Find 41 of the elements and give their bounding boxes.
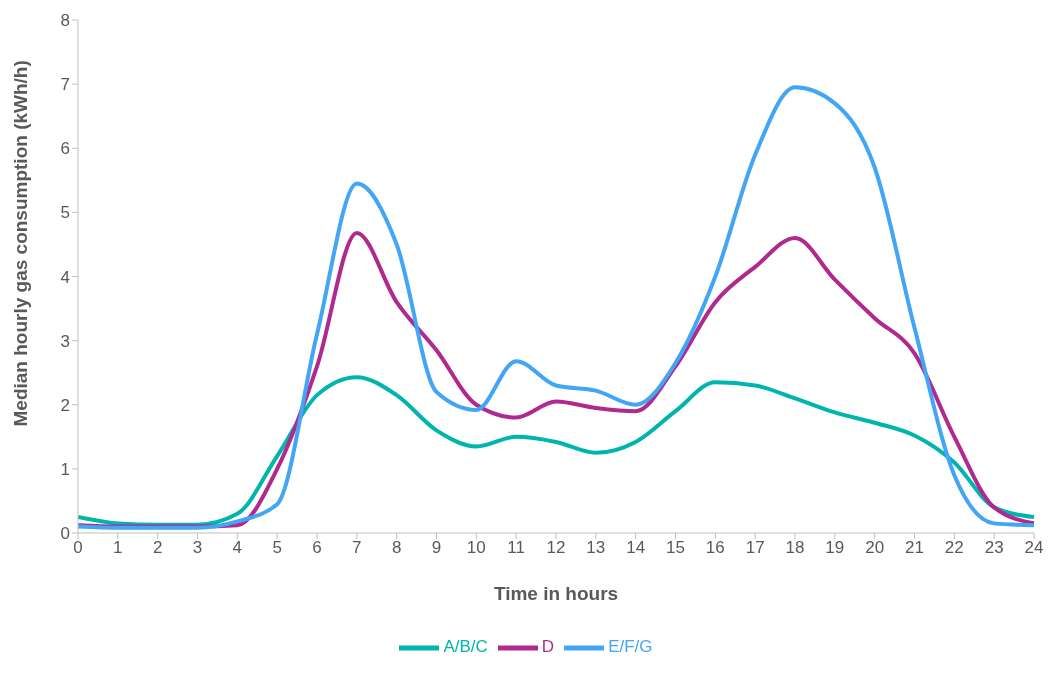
x-tick-label: 15 bbox=[666, 538, 685, 558]
y-tick-label: 1 bbox=[60, 459, 70, 479]
x-tick-label: 24 bbox=[1024, 538, 1044, 558]
x-tick-label: 20 bbox=[865, 538, 885, 558]
line-series bbox=[78, 85, 1034, 530]
x-tick-label: 4 bbox=[232, 538, 243, 558]
x-tick-label: 14 bbox=[626, 538, 646, 558]
y-tick-label: 6 bbox=[60, 139, 70, 159]
x-tick-label: 6 bbox=[312, 538, 322, 558]
y-tick-label: 2 bbox=[60, 395, 70, 415]
x-tick-label: 7 bbox=[352, 538, 362, 558]
x-tick-label: 9 bbox=[431, 538, 442, 558]
y-tick-label: 8 bbox=[60, 11, 70, 31]
x-tick-label: 18 bbox=[785, 538, 805, 558]
x-tick-label: 12 bbox=[546, 538, 566, 558]
y-tick-label: 4 bbox=[60, 267, 70, 287]
y-tick-label: 5 bbox=[60, 203, 70, 223]
x-tick-label: 21 bbox=[905, 538, 924, 558]
x-tick-label: 5 bbox=[272, 538, 282, 558]
x-tick-label: 0 bbox=[73, 538, 83, 558]
legend-label: D bbox=[541, 637, 555, 657]
legend-label: E/F/G bbox=[608, 637, 653, 657]
x-tick-label: 11 bbox=[507, 538, 525, 558]
x-tick-label: 8 bbox=[391, 538, 402, 558]
x-tick-label: 3 bbox=[192, 538, 203, 558]
x-tick-label: 16 bbox=[705, 538, 725, 558]
y-tick-label: 0 bbox=[60, 524, 70, 544]
x-tick-label: 2 bbox=[152, 538, 163, 558]
x-axis-title: Time in hours bbox=[493, 583, 619, 604]
x-tick-label: 23 bbox=[984, 538, 1004, 558]
x-tick-label: 22 bbox=[944, 538, 964, 558]
line-series bbox=[78, 375, 1034, 527]
legend-label: A/B/C bbox=[443, 637, 488, 657]
x-tick-label: 1 bbox=[113, 538, 123, 558]
x-tick-label: 19 bbox=[825, 538, 845, 558]
y-axis-title: Median hourly gas consumption (kWh/h) bbox=[9, 60, 31, 427]
y-tick-label: 7 bbox=[60, 75, 70, 95]
y-tick-label: 3 bbox=[60, 331, 70, 351]
x-tick-label: 17 bbox=[745, 538, 765, 558]
x-tick-label: 10 bbox=[466, 538, 486, 558]
x-tick-label: 13 bbox=[586, 538, 606, 558]
